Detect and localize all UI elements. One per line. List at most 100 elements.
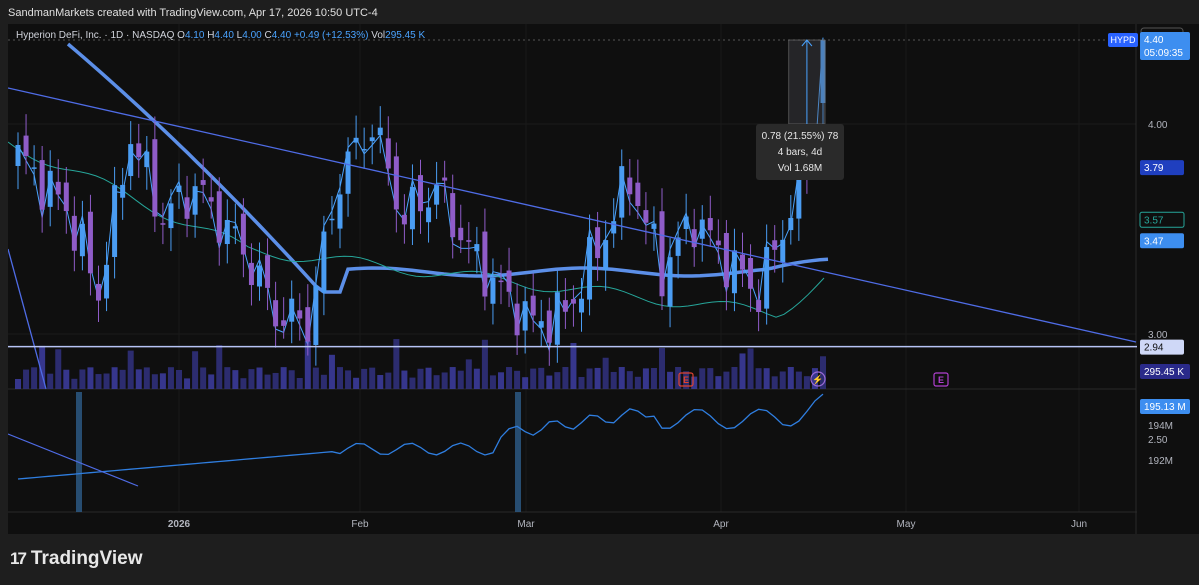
candle[interactable] xyxy=(731,250,737,294)
earnings-marker-future[interactable]: E xyxy=(933,372,949,387)
candle[interactable] xyxy=(23,135,29,156)
descending-trendline[interactable] xyxy=(8,87,1137,343)
candle[interactable] xyxy=(442,177,448,181)
candle[interactable] xyxy=(522,301,528,331)
candle[interactable] xyxy=(136,143,142,158)
candle[interactable] xyxy=(820,40,826,103)
candle[interactable] xyxy=(474,244,480,252)
candle[interactable] xyxy=(128,144,134,177)
candle[interactable] xyxy=(715,240,721,246)
candle[interactable] xyxy=(208,197,214,202)
candle[interactable] xyxy=(79,223,85,257)
candle[interactable] xyxy=(63,182,69,212)
candle[interactable] xyxy=(538,321,544,328)
candle[interactable] xyxy=(756,300,762,313)
candle[interactable] xyxy=(780,239,786,263)
candle[interactable] xyxy=(748,257,754,289)
candle[interactable] xyxy=(788,217,794,231)
candle[interactable] xyxy=(120,184,126,198)
candle[interactable] xyxy=(458,227,464,241)
candle[interactable] xyxy=(796,160,802,219)
candle[interactable] xyxy=(659,211,665,297)
candle[interactable] xyxy=(401,214,407,225)
candle[interactable] xyxy=(168,203,174,229)
candle[interactable] xyxy=(691,229,697,248)
candle[interactable] xyxy=(772,240,778,250)
candle[interactable] xyxy=(418,175,423,212)
candle[interactable] xyxy=(554,292,560,345)
candle[interactable] xyxy=(353,137,359,143)
candle[interactable] xyxy=(297,310,303,319)
candle[interactable] xyxy=(273,300,279,327)
candle[interactable] xyxy=(369,137,375,142)
candle[interactable] xyxy=(96,283,101,301)
candle[interactable] xyxy=(15,145,21,166)
candle[interactable] xyxy=(546,310,552,343)
candle[interactable] xyxy=(619,166,625,218)
candle[interactable] xyxy=(434,184,440,205)
candle[interactable] xyxy=(562,300,568,312)
candle[interactable] xyxy=(152,139,158,217)
candle[interactable] xyxy=(329,218,335,221)
candle[interactable] xyxy=(683,216,689,230)
candle[interactable] xyxy=(764,247,770,309)
candle[interactable] xyxy=(635,182,641,207)
steep-trendline[interactable] xyxy=(8,248,47,390)
candle[interactable] xyxy=(104,264,110,299)
candle[interactable] xyxy=(450,193,456,238)
candle[interactable] xyxy=(176,185,182,193)
candle[interactable] xyxy=(579,298,584,313)
candle[interactable] xyxy=(257,265,262,287)
candle[interactable] xyxy=(498,280,504,283)
candle[interactable] xyxy=(506,270,512,292)
candle[interactable] xyxy=(313,285,319,346)
candle[interactable] xyxy=(377,127,383,136)
candle[interactable] xyxy=(385,138,391,169)
candle[interactable] xyxy=(39,160,45,210)
candle[interactable] xyxy=(240,213,246,255)
candle[interactable] xyxy=(466,240,472,242)
candle[interactable] xyxy=(723,232,729,288)
candle[interactable] xyxy=(160,223,166,225)
candle[interactable] xyxy=(289,298,295,322)
candle[interactable] xyxy=(337,194,343,229)
chart-panel[interactable]: 0.78 (21.55%) 78 4 bars, 4d Vol 1.68M E E ⚡ Hy… xyxy=(8,24,1199,534)
candle[interactable] xyxy=(603,240,609,271)
candle[interactable] xyxy=(55,181,61,195)
candle[interactable] xyxy=(232,226,238,229)
candle[interactable] xyxy=(71,215,77,251)
price-chart[interactable]: 0.78 (21.55%) 78 4 bars, 4d Vol 1.68M E E ⚡ Hy… xyxy=(8,24,1199,534)
candle[interactable] xyxy=(707,218,713,231)
candle[interactable] xyxy=(265,255,271,288)
candle[interactable] xyxy=(530,295,536,316)
candle[interactable] xyxy=(281,320,287,326)
candle[interactable] xyxy=(87,211,93,274)
candle[interactable] xyxy=(144,151,150,168)
candle[interactable] xyxy=(426,207,432,223)
candle[interactable] xyxy=(651,223,657,229)
candle[interactable] xyxy=(570,299,576,304)
candle[interactable] xyxy=(216,191,222,243)
candle[interactable] xyxy=(192,186,198,215)
candle[interactable] xyxy=(112,185,118,257)
candle[interactable] xyxy=(47,170,53,207)
candle[interactable] xyxy=(514,303,520,336)
candle[interactable] xyxy=(675,237,681,256)
candle[interactable] xyxy=(31,167,37,169)
candle[interactable] xyxy=(627,177,633,195)
candle[interactable] xyxy=(305,307,311,342)
candle[interactable] xyxy=(482,231,488,297)
candle[interactable] xyxy=(595,227,601,259)
candle[interactable] xyxy=(611,221,617,234)
candle[interactable] xyxy=(409,187,415,230)
candle[interactable] xyxy=(699,219,705,239)
candle[interactable] xyxy=(321,231,327,293)
candle[interactable] xyxy=(200,180,206,185)
candle[interactable] xyxy=(184,197,190,219)
candle[interactable] xyxy=(361,148,367,151)
dividend-icon[interactable] xyxy=(810,371,826,387)
candle[interactable] xyxy=(587,237,593,300)
candle[interactable] xyxy=(667,257,673,307)
candle[interactable] xyxy=(393,156,399,210)
candle[interactable] xyxy=(224,219,230,245)
